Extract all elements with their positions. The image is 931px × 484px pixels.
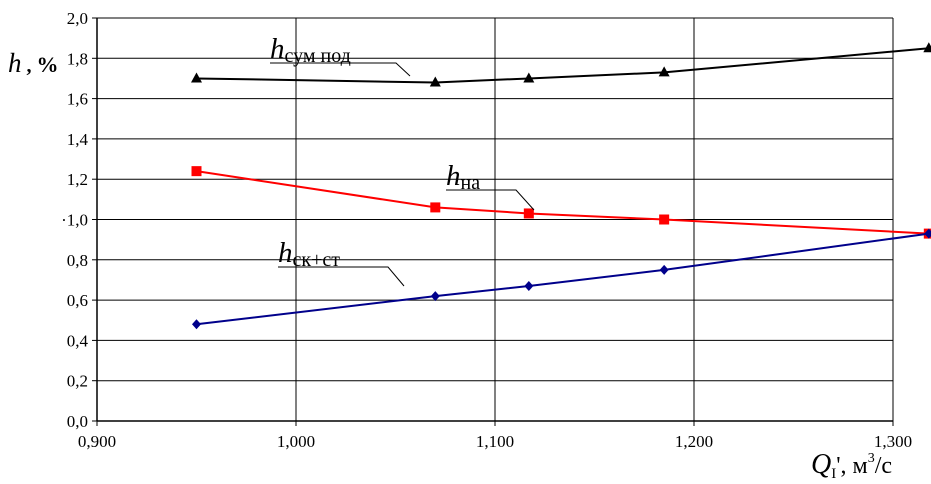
data-point-triangle <box>429 76 441 87</box>
data-point-diamond <box>924 228 931 239</box>
series-label-sub: ск+ст <box>293 249 341 271</box>
data-point-square <box>430 202 441 213</box>
series-label-main: h <box>270 33 285 65</box>
x-axis-label-sub: I <box>831 466 836 482</box>
series-label: hна <box>446 160 480 194</box>
y-tick-label: 0,4 <box>67 331 89 350</box>
x-axis-label-rest: ', м <box>836 453 868 479</box>
series-label: hск+ст <box>278 237 340 271</box>
x-axis-label: QI', м3/c <box>811 449 892 482</box>
x-axis-label-end: /c <box>875 453 892 479</box>
y-axis-label: h , % <box>8 48 59 78</box>
series-label-sub: сум под <box>285 45 351 67</box>
x-tick-label: 1,100 <box>476 432 514 451</box>
x-tick-label: 0,900 <box>78 432 116 451</box>
data-point-triangle <box>658 66 670 77</box>
data-point-triangle <box>191 72 202 83</box>
data-point-diamond <box>430 291 440 302</box>
series-line <box>196 170 929 235</box>
series-label-main: h <box>278 237 293 269</box>
data-point-triangle <box>523 72 535 83</box>
series-label-leader <box>446 189 535 211</box>
series-label-sub: на <box>461 172 481 194</box>
series-group <box>191 42 931 330</box>
data-point-diamond <box>524 280 534 291</box>
data-point-square <box>659 214 670 225</box>
x-tick-label: 1,000 <box>277 432 315 451</box>
series-label-leader <box>278 266 405 287</box>
y-tick-label: 1,8 <box>67 49 88 68</box>
data-point-diamond <box>192 319 201 330</box>
y-axis-label-unit: % <box>37 52 59 77</box>
y-axis-label-main: h <box>8 48 22 78</box>
y-tick-label: 1,6 <box>67 90 88 109</box>
y-tick-label: 0,2 <box>67 372 88 391</box>
series-label: hсум под <box>270 33 351 67</box>
series-label-leader <box>270 62 411 77</box>
grid <box>97 17 894 421</box>
y-tick-labels: 0,0 0,2 0,4 0,6 0,8 ·1,0 1,2 1,4 1,6 1,8 2,0 <box>61 9 88 431</box>
data-point-triangle <box>923 42 931 53</box>
y-tick-label: 1,4 <box>67 130 89 149</box>
data-point-square <box>523 208 534 219</box>
series-label-main: h <box>446 160 461 192</box>
x-axis-label-sup: 3 <box>868 451 875 466</box>
y-tick-label: 0,8 <box>67 251 88 270</box>
x-axis-label-main: Q <box>811 449 831 480</box>
y-tick-label: 1,2 <box>67 170 88 189</box>
series-line <box>196 232 929 326</box>
axes <box>92 17 894 426</box>
x-tick-labels: 0,900 1,000 1,100 1,200 1,300 <box>78 432 912 451</box>
y-tick-label: ·1,0 <box>61 211 88 230</box>
x-tick-label: 1,300 <box>874 432 912 451</box>
y-tick-label: 0,0 <box>67 412 88 431</box>
y-axis-label-sep: , <box>22 55 37 77</box>
data-point-square <box>191 166 202 177</box>
x-tick-label: 1,200 <box>675 432 713 451</box>
y-tick-label: 2,0 <box>67 9 88 28</box>
data-point-diamond <box>659 264 669 275</box>
y-tick-label: 0,6 <box>67 291 88 310</box>
